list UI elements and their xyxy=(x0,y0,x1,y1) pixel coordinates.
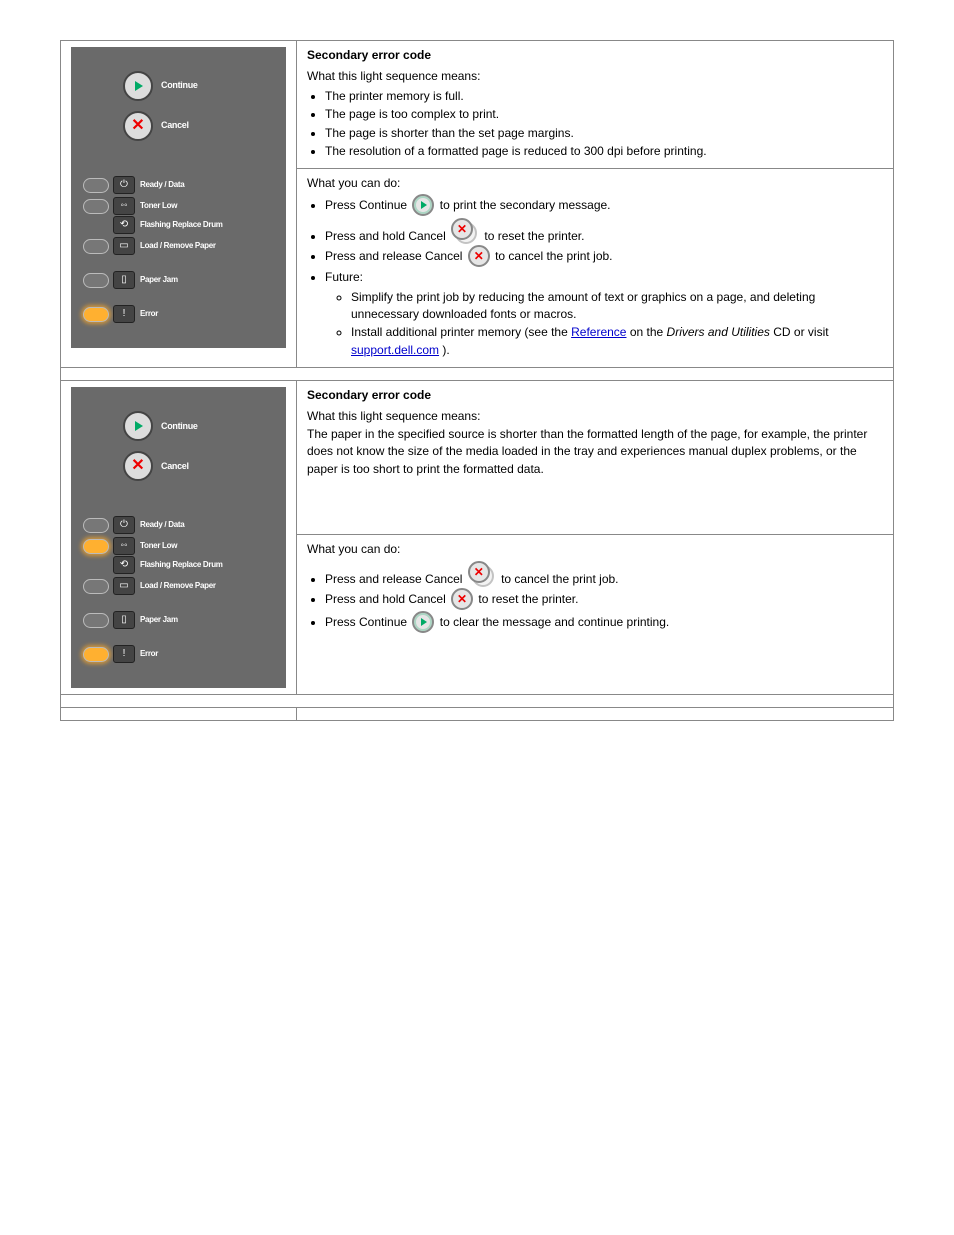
light-ready: ⏻ Ready / Data xyxy=(83,516,274,534)
cancel-button: ✕ xyxy=(123,111,153,141)
light-load: ▭ Load / Remove Paper xyxy=(83,577,274,595)
light-toner: ◦◦ Toner Low xyxy=(83,197,274,215)
panel-cell-2: Continue ✕ Cancel ⏻ Ready / Data ◦◦ Tone… xyxy=(61,381,297,695)
light-ready: ⏻ Ready / Data xyxy=(83,176,274,194)
action-list-2: Press and release Cancel ✕ to cancel the… xyxy=(325,561,883,634)
light-error-lit: ! Error xyxy=(83,645,274,663)
power-icon: ⏻ xyxy=(113,176,135,194)
stub-cell xyxy=(297,708,894,721)
light-load: ▭ Load / Remove Paper xyxy=(83,237,274,255)
panel-cell-1: Continue ✕ Cancel ⏻ Ready / Data ◦◦ Tone… xyxy=(61,41,297,368)
toner-icon: ◦◦ xyxy=(113,537,135,555)
list-item: The page is shorter than the set page ma… xyxy=(325,125,883,142)
meaning-list-1: The printer memory is full. The page is … xyxy=(325,88,883,161)
operator-panel-1: Continue ✕ Cancel ⏻ Ready / Data ◦◦ Tone… xyxy=(71,47,286,348)
drum-icon: ⟲ xyxy=(113,556,135,574)
list-item: The resolution of a formatted page is re… xyxy=(325,143,883,160)
cancel-label: Cancel xyxy=(161,460,189,473)
section2-actions: What you can do: Press and release Cance… xyxy=(297,535,894,695)
jam-icon: ▯ xyxy=(113,271,135,289)
tray-icon: ▭ xyxy=(113,577,135,595)
list-item: Simplify the print job by reducing the a… xyxy=(351,289,883,324)
section2-title: Secondary error code xyxy=(307,387,883,404)
cancel-hold-icon: ✕ xyxy=(466,561,498,583)
section1-actions: What you can do: Press Continue to print… xyxy=(297,169,894,368)
action-list-1: Press Continue to print the secondary me… xyxy=(325,195,883,359)
light-toner-lit: ◦◦ Toner Low xyxy=(83,537,274,555)
operator-panel-2: Continue ✕ Cancel ⏻ Ready / Data ◦◦ Tone… xyxy=(71,387,286,688)
list-item: Press Continue to clear the message and … xyxy=(325,612,883,634)
section2-meaning: Secondary error code What this light seq… xyxy=(297,381,894,535)
list-item: Future: Simplify the print job by reduci… xyxy=(325,269,883,359)
action-heading-1: What you can do: xyxy=(307,175,883,192)
section1-title: Secondary error code xyxy=(307,47,883,64)
light-jam: ▯ Paper Jam xyxy=(83,611,274,629)
continue-label: Continue xyxy=(161,79,198,92)
cancel-hold-icon: ✕ xyxy=(449,218,481,240)
msg-body-2: The paper in the specified source is sho… xyxy=(307,426,883,478)
error-icon: ! xyxy=(113,645,135,663)
power-icon: ⏻ xyxy=(113,516,135,534)
list-item: Press and hold Cancel ✕ to reset the pri… xyxy=(325,589,883,611)
cancel-icon: ✕ xyxy=(468,245,490,267)
error-icon: ! xyxy=(113,305,135,323)
continue-button-glow xyxy=(123,411,153,441)
light-error-lit: ! Error xyxy=(83,305,274,323)
list-item: Press Continue to print the secondary me… xyxy=(325,195,883,217)
list-item: The page is too complex to print. xyxy=(325,106,883,123)
list-item: The printer memory is full. xyxy=(325,88,883,105)
msg-heading-1: What this light sequence means: xyxy=(307,68,883,85)
error-codes-table: Continue ✕ Cancel ⏻ Ready / Data ◦◦ Tone… xyxy=(60,40,894,721)
light-drum: ⟲ Flashing Replace Drum xyxy=(83,216,274,234)
stub-cell xyxy=(61,708,297,721)
list-item: Press and hold Cancel ✕ to reset the pri… xyxy=(325,218,883,245)
drum-icon: ⟲ xyxy=(113,216,135,234)
section1-meaning: Secondary error code What this light seq… xyxy=(297,41,894,169)
list-item: Press and release Cancel ✕ to cancel the… xyxy=(325,246,883,268)
cancel-icon: ✕ xyxy=(451,588,473,610)
reference-link[interactable]: Reference xyxy=(571,325,626,339)
toner-icon: ◦◦ xyxy=(113,197,135,215)
msg-heading-2: What this light sequence means: xyxy=(307,408,883,425)
jam-icon: ▯ xyxy=(113,611,135,629)
separator xyxy=(61,368,894,381)
support-link[interactable]: support.dell.com xyxy=(351,343,439,357)
list-item: Install additional printer memory (see t… xyxy=(351,324,883,359)
continue-label: Continue xyxy=(161,420,198,433)
continue-button-glow xyxy=(123,71,153,101)
cancel-button: ✕ xyxy=(123,451,153,481)
tray-icon: ▭ xyxy=(113,237,135,255)
list-item: Press and release Cancel ✕ to cancel the… xyxy=(325,561,883,588)
light-jam: ▯ Paper Jam xyxy=(83,271,274,289)
cancel-label: Cancel xyxy=(161,119,189,132)
separator xyxy=(61,695,894,708)
continue-icon xyxy=(412,194,434,216)
action-heading-2: What you can do: xyxy=(307,541,883,558)
continue-icon xyxy=(412,611,434,633)
light-drum: ⟲ Flashing Replace Drum xyxy=(83,556,274,574)
